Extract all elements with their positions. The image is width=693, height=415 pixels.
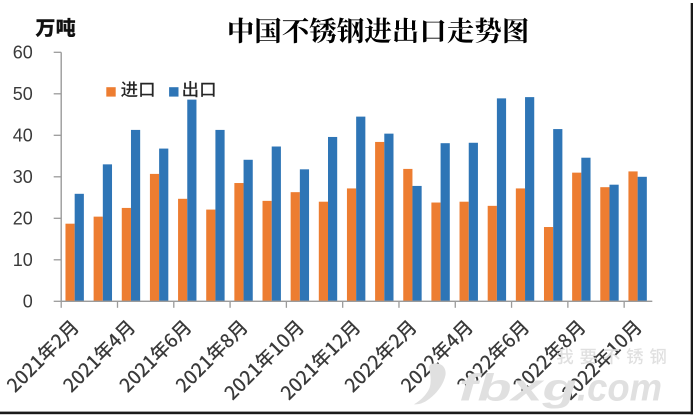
svg-text:.com: .com — [577, 366, 662, 409]
svg-text:50: 50 — [13, 84, 33, 104]
svg-text:40: 40 — [13, 125, 33, 145]
svg-text:10: 10 — [13, 250, 33, 270]
svg-text:0: 0 — [23, 291, 33, 311]
svg-text:20: 20 — [13, 208, 33, 228]
svg-text:60: 60 — [13, 42, 33, 62]
svg-text:fbxg: fbxg — [459, 367, 577, 409]
svg-text:30: 30 — [13, 167, 33, 187]
